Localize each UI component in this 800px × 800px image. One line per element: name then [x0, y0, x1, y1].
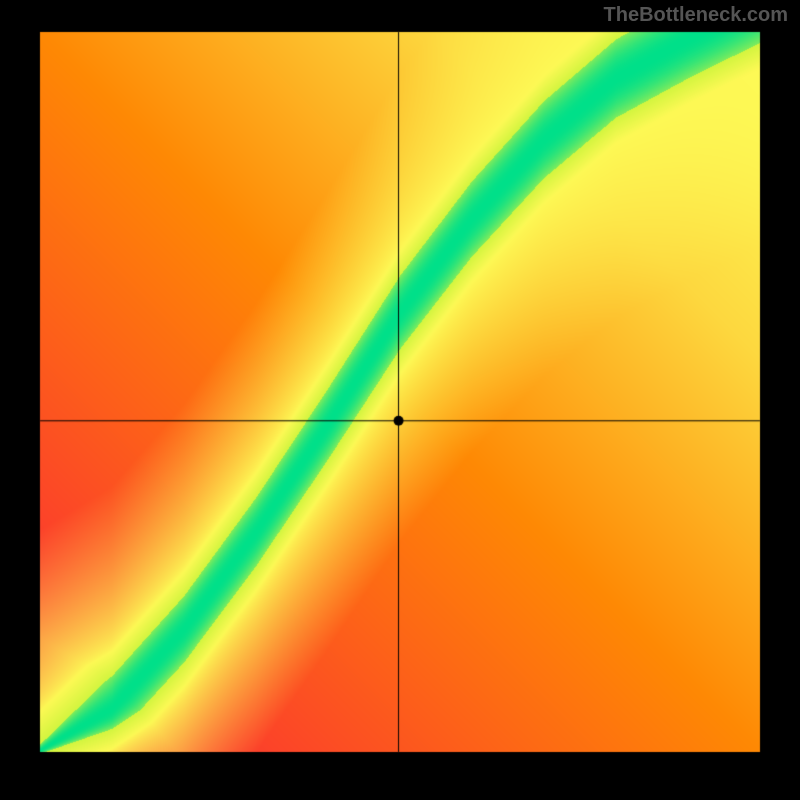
chart-container: TheBottleneck.com [0, 0, 800, 800]
watermark-text: TheBottleneck.com [604, 4, 788, 27]
overlay-canvas [0, 0, 800, 800]
